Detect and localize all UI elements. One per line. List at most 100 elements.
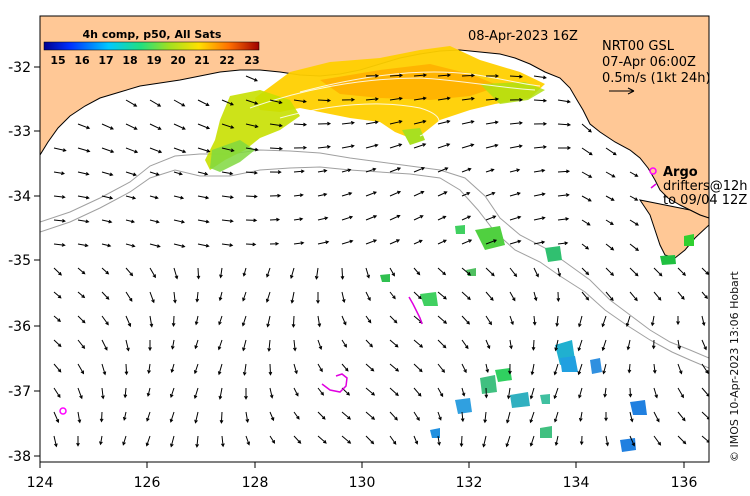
current-vector-arrow xyxy=(461,167,472,173)
current-vector-arrow xyxy=(581,219,591,226)
current-vector-arrow xyxy=(601,339,607,352)
colorbar-tick: 23 xyxy=(244,54,259,67)
current-vector-arrow xyxy=(413,73,428,78)
current-vector-arrow xyxy=(389,214,401,221)
current-vector-arrow xyxy=(485,97,500,102)
current-vector-arrow xyxy=(101,339,108,351)
current-vector-arrow xyxy=(194,315,199,326)
current-vector-arrow xyxy=(437,435,441,446)
current-vector-arrow xyxy=(509,267,518,278)
current-vector-arrow xyxy=(557,122,572,127)
current-vector-arrow xyxy=(557,217,570,221)
current-vector-arrow xyxy=(629,267,639,277)
current-vector-arrow xyxy=(317,121,332,126)
current-vector-arrow xyxy=(101,123,114,130)
current-vector-arrow xyxy=(219,267,223,279)
current-vector-arrow xyxy=(413,411,420,421)
current-vector-arrow xyxy=(77,171,90,176)
sst-contours xyxy=(249,71,541,137)
current-vector-arrow xyxy=(533,291,538,302)
current-vector-arrow xyxy=(485,168,495,173)
current-vector-arrow xyxy=(77,219,90,224)
colorbar-tick: 20 xyxy=(170,54,186,67)
current-vector-arrow xyxy=(413,291,422,300)
current-vector-arrow xyxy=(578,387,583,399)
current-vector-arrow xyxy=(291,315,296,328)
current-vector-arrow xyxy=(197,147,211,153)
current-vector-arrow xyxy=(197,243,210,248)
scale-arrowhead-icon xyxy=(627,87,635,95)
current-vector-arrow xyxy=(533,267,539,278)
current-vector-arrow xyxy=(341,144,355,149)
colorbar-tick: 15 xyxy=(50,54,65,67)
imos-credit: © IMOS 10-Apr-2023 13:06 Hobart xyxy=(728,271,741,462)
current-vector-arrow xyxy=(389,96,403,101)
current-vector-arrow xyxy=(77,411,82,424)
land-australia xyxy=(40,16,709,219)
argo-legend-icon xyxy=(649,167,657,175)
current-vector-arrow xyxy=(170,339,175,350)
current-vector-arrow xyxy=(317,411,326,420)
current-vector-arrow xyxy=(365,143,379,149)
current-vector-arrow xyxy=(389,411,398,421)
current-vector-arrow xyxy=(625,315,631,328)
lat-tick-label: -32 xyxy=(8,60,31,76)
current-vector-arrow xyxy=(171,315,176,327)
argo-float-marker xyxy=(59,407,67,415)
current-vector-arrow xyxy=(485,215,497,221)
current-vector-arrow xyxy=(341,121,355,125)
current-vector-arrow xyxy=(437,215,447,221)
model-time: 07-Apr 06:00Z xyxy=(602,55,696,70)
current-vector-arrow xyxy=(554,339,559,352)
current-vector-arrow xyxy=(677,267,686,276)
current-vector-arrow xyxy=(290,291,295,304)
current-vector-arrow xyxy=(77,147,91,153)
current-vector-arrow xyxy=(245,411,250,424)
current-vector-arrow xyxy=(365,363,375,372)
current-vector-arrow xyxy=(317,363,323,373)
current-vector-arrow xyxy=(293,363,298,375)
current-vector-arrow xyxy=(653,267,663,277)
current-vector-arrow xyxy=(437,239,447,245)
current-vector-arrow xyxy=(413,339,424,348)
current-vector-arrow xyxy=(293,169,305,174)
current-vector-arrow xyxy=(579,435,584,446)
current-vector-arrow xyxy=(437,387,444,398)
current-vector-arrow xyxy=(122,411,127,421)
current-vector-arrow xyxy=(245,99,259,105)
current-vector-arrow xyxy=(245,170,258,175)
current-vector-arrow xyxy=(485,191,496,197)
current-vector-arrow xyxy=(629,291,638,302)
current-vector-arrow xyxy=(461,363,467,374)
current-vector-arrow xyxy=(242,363,247,376)
current-vector-arrow xyxy=(293,217,304,221)
current-vector-arrow xyxy=(365,191,377,197)
current-vector-arrow xyxy=(269,217,281,222)
current-vector-arrow xyxy=(101,195,114,200)
current-vector-arrow xyxy=(605,291,614,302)
current-vector-arrow xyxy=(365,215,378,221)
current-vector-arrow xyxy=(509,191,521,197)
current-vector-arrow xyxy=(485,363,490,374)
current-vector-arrow xyxy=(629,195,639,201)
current-vector-arrow xyxy=(509,74,524,79)
current-vector-arrow xyxy=(556,291,561,302)
current-vector-arrow xyxy=(389,239,401,245)
current-vector-arrow xyxy=(101,219,113,224)
current-vector-arrow xyxy=(173,147,187,153)
current-vector-arrow xyxy=(389,387,399,397)
current-vector-arrow xyxy=(340,267,345,280)
current-vector-arrow xyxy=(485,291,494,301)
current-vector-arrow xyxy=(146,411,151,422)
current-vector-arrow xyxy=(577,339,583,352)
current-vector-arrow xyxy=(628,387,633,398)
current-vector-arrow xyxy=(341,291,346,304)
current-vector-arrow xyxy=(365,435,375,445)
model-label: NRT00 GSL xyxy=(602,39,675,54)
current-vector-arrow xyxy=(553,363,559,376)
current-vector-arrow xyxy=(437,143,451,149)
current-scale-legend: NRT00 GSL 07-Apr 06:00Z 0.5m/s (1kt 24h) xyxy=(602,39,711,95)
current-vector-arrow xyxy=(508,363,512,375)
current-vector-arrow xyxy=(341,411,352,420)
current-vector-arrow xyxy=(533,240,546,245)
